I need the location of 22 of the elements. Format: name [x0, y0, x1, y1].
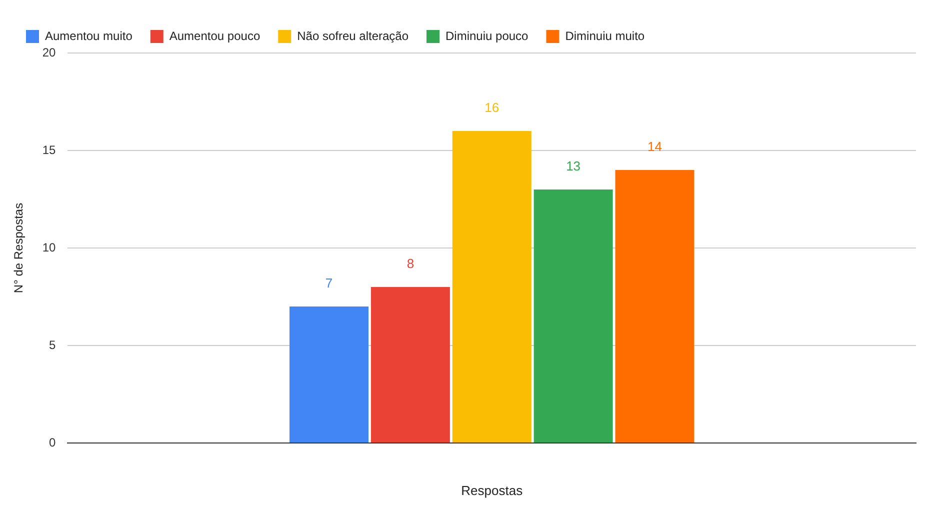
y-tick-label: 5 — [49, 338, 56, 352]
bar — [370, 287, 450, 442]
bar — [452, 131, 532, 442]
data-label: 14 — [648, 139, 662, 154]
y-tick-label: 10 — [42, 240, 56, 254]
legend-label: Diminuiu muito — [565, 28, 645, 43]
y-tick-label: 20 — [42, 45, 56, 60]
data-label: 13 — [566, 158, 581, 174]
legend-label: Diminuiu pouco — [446, 28, 529, 43]
data-label: 16 — [484, 100, 500, 116]
bar — [290, 306, 369, 442]
y-tick-label: 0 — [49, 435, 56, 450]
y-tick-label: 15 — [42, 142, 56, 157]
legend-label: Não sofreu alteração — [297, 28, 409, 43]
bar — [534, 190, 613, 442]
legend-label: Aumentou muito — [45, 28, 133, 43]
bar — [615, 170, 694, 442]
y-axis-title: N° de Respostas — [12, 202, 26, 294]
legend-label: Aumentou pouco — [169, 28, 260, 43]
x-axis-title: Respostas — [461, 482, 524, 498]
data-label: 8 — [406, 256, 414, 272]
data-label: 7 — [325, 276, 333, 291]
